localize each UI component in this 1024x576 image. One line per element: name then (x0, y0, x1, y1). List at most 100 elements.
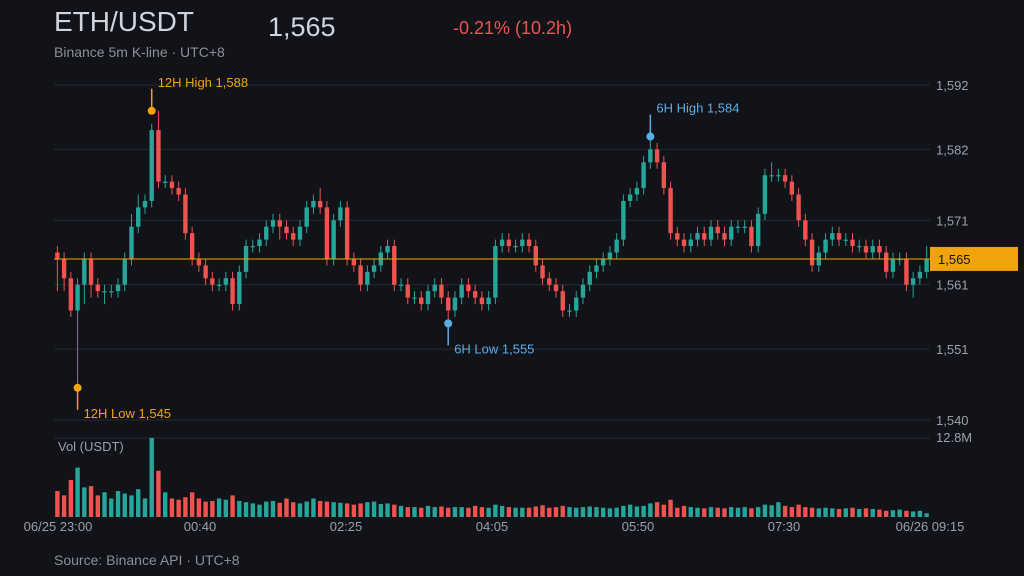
volume-bar (796, 504, 801, 517)
volume-bar (270, 500, 276, 517)
volume-label: Vol (USDT) (58, 439, 124, 454)
volume-bar (142, 498, 148, 517)
candle-body (904, 258, 909, 285)
candle-body (695, 233, 700, 240)
candle-body (702, 233, 707, 240)
annotation-marker (73, 383, 82, 392)
candle-body (479, 297, 485, 305)
volume-bar (594, 507, 599, 517)
volume-bar (257, 504, 262, 517)
annotation-label: 12H Low 1,545 (84, 406, 171, 421)
candle-body (722, 233, 727, 240)
volume-bar (392, 504, 397, 517)
candle-body (277, 220, 282, 227)
candle-body (338, 207, 343, 221)
x-tick-label: 00:40 (184, 519, 217, 534)
volume-bar (708, 507, 714, 517)
volume-bar (176, 499, 181, 517)
volume-bar (715, 507, 720, 517)
volume-bar (782, 505, 788, 517)
candle-body (857, 246, 862, 248)
candle-body (95, 284, 100, 292)
candle-body (634, 188, 640, 195)
x-tick-label: 05:50 (622, 519, 655, 534)
volume-bar (297, 503, 303, 517)
candle-body (729, 226, 734, 240)
candle-body (708, 226, 714, 240)
volume-bar (446, 507, 451, 517)
volume-bar (668, 499, 673, 517)
candle-body (156, 130, 161, 182)
volume-bar (75, 467, 80, 517)
volume-bar (459, 507, 464, 517)
volume-bar (506, 507, 512, 517)
x-tick-label: 06/25 23:00 (24, 519, 93, 534)
volume-bar (291, 502, 296, 517)
candle-body (216, 284, 222, 286)
volume-bar (540, 505, 545, 517)
volume-bar (82, 487, 87, 517)
candle-body (331, 220, 336, 259)
candle-body (506, 239, 512, 247)
volume-bar (419, 507, 424, 517)
volume-bar (311, 498, 316, 517)
candle-body (910, 278, 916, 285)
candle-body (371, 265, 377, 272)
candle-body (776, 175, 781, 177)
volume-bar (338, 502, 343, 517)
candle-body (136, 207, 141, 227)
volume-bars (55, 438, 929, 517)
volume-bar (600, 507, 606, 517)
candle-body (681, 239, 687, 247)
candles (55, 110, 929, 388)
volume-bar (304, 501, 309, 517)
volume-bar (769, 505, 774, 517)
volume-bar (189, 492, 195, 517)
candle-body (88, 258, 94, 285)
candle-body (782, 175, 788, 182)
y-tick-label: 1,551 (936, 342, 969, 357)
annotation-label: 6H Low 1,555 (454, 341, 534, 356)
volume-bar (654, 502, 660, 517)
candle-body (284, 226, 289, 234)
volume-bar (243, 502, 249, 517)
candle-body (870, 246, 875, 253)
volume-bar (115, 491, 121, 517)
volume-bar (776, 502, 781, 517)
volume-bar (884, 510, 889, 517)
volume-bar (580, 507, 586, 517)
volume-bar (237, 500, 242, 517)
candle-body (877, 246, 882, 253)
y-tick-label: 1,561 (936, 278, 969, 293)
candle-body (162, 181, 168, 183)
volume-bar (857, 508, 862, 517)
candle-body (311, 200, 316, 208)
volume-bar (762, 504, 768, 517)
page-title: ETH/USDT (54, 6, 194, 37)
volume-bar (230, 495, 235, 517)
annotation-marker (147, 106, 156, 115)
volume-bar (466, 507, 471, 517)
candle-body (614, 239, 619, 253)
candle-body (385, 246, 390, 253)
axes: 1,540 1,551 1,561 1,571 1,582 1,592 12.8M Vol (… (24, 78, 1018, 534)
candle-body (405, 284, 410, 298)
volume-bar (102, 492, 107, 517)
volume-bar (398, 505, 404, 517)
candle-body (452, 297, 458, 311)
volume-bar (870, 508, 875, 517)
volume-bar (88, 486, 94, 517)
candle-body (122, 258, 127, 285)
candle-body (863, 246, 869, 253)
volume-bar (439, 506, 444, 517)
volume-bar (317, 500, 323, 517)
annotation-marker (444, 319, 453, 328)
candle-body (789, 181, 795, 195)
volume-bar (412, 507, 417, 517)
volume-bar (904, 510, 909, 517)
volume-bar (284, 498, 289, 517)
candle-body (755, 213, 761, 247)
candle-body (324, 207, 330, 259)
volume-bar (162, 492, 168, 517)
